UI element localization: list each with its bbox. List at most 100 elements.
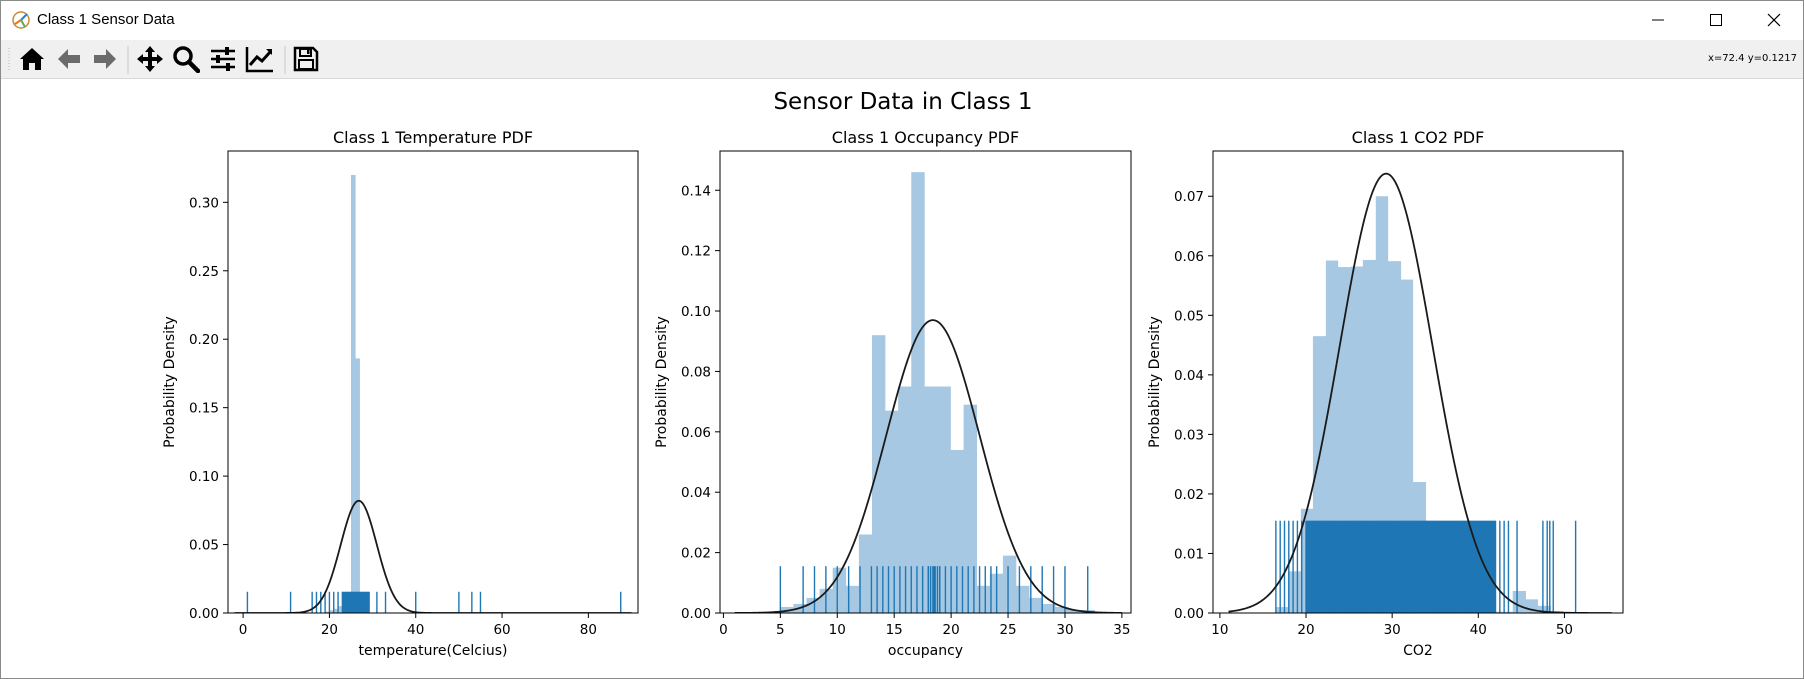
toolbar-separator: [127, 46, 129, 74]
y-tick-label: 0.06: [1174, 249, 1204, 265]
maximize-button[interactable]: [1687, 1, 1745, 39]
x-tick-label: 10: [829, 622, 846, 638]
y-tick-label: 0.10: [681, 304, 711, 320]
histogram-bar: [858, 534, 873, 613]
histogram-bar: [351, 174, 356, 613]
histogram-bar: [1016, 585, 1030, 613]
histogram-bar: [325, 611, 330, 613]
histogram-bar: [898, 386, 912, 613]
histogram-bar: [1375, 196, 1389, 613]
histogram-bar: [1042, 603, 1056, 613]
x-tick-label: 50: [1556, 622, 1573, 638]
x-tick-label: 40: [407, 622, 424, 638]
histogram-bar: [1287, 571, 1302, 613]
histogram-bar: [338, 606, 343, 613]
y-tick-label: 0.30: [189, 195, 219, 211]
y-tick-label: 0.25: [189, 264, 219, 280]
y-tick-label: 0.01: [1174, 546, 1204, 562]
title-bar[interactable]: Class 1 Sensor Data: [1, 1, 1803, 39]
pan-button[interactable]: [133, 43, 167, 75]
back-button[interactable]: [52, 43, 86, 75]
subplot-title: Class 1 Temperature PDF: [333, 128, 533, 147]
edit-axis-icon: [245, 47, 273, 73]
y-tick-label: 0.02: [681, 546, 711, 562]
y-tick-label: 0.04: [1174, 368, 1204, 384]
x-tick-label: 60: [493, 622, 510, 638]
navigation-toolbar: x=72.4 y=0.1217: [1, 40, 1803, 79]
y-axis-label: Probability Density: [162, 316, 178, 448]
y-tick-label: 0.04: [681, 485, 711, 501]
histogram-bar: [924, 386, 938, 613]
subplots: 0 20 40 60 80 0.00 0.05 0.10 0.15 0.20 0.25 0.30 Cla…: [162, 128, 1624, 659]
y-tick-label: 0.05: [189, 538, 219, 554]
toolbar-grip: [8, 48, 10, 72]
x-tick-label: 25: [999, 622, 1016, 638]
x-tick-label: 20: [321, 622, 338, 638]
x-tick-label: 10: [1211, 622, 1228, 638]
minimize-icon: [1652, 19, 1664, 21]
figure-canvas: Sensor Data in Class 1 0 20 40 60 80 0.00 0.05…: [162, 89, 1624, 659]
histogram-bar: [845, 585, 860, 613]
toolbar-separator: [284, 46, 286, 74]
save-button[interactable]: [289, 43, 323, 75]
x-tick-label: 15: [886, 622, 903, 638]
app-icon: [12, 11, 30, 29]
histogram-bar: [1537, 605, 1551, 613]
rug: [779, 566, 1089, 613]
pdf-curve: [1228, 172, 1612, 613]
axes-frame: [227, 150, 639, 614]
zoom-icon: [173, 46, 200, 73]
y-tick-label: 0.00: [189, 606, 219, 622]
close-button[interactable]: [1745, 1, 1803, 39]
histogram-bar: [355, 358, 360, 613]
y-tick-label: 0.08: [681, 364, 711, 380]
histogram-bar: [1512, 590, 1526, 613]
x-tick-label: 0: [239, 622, 248, 638]
edit-axis-button[interactable]: [243, 43, 277, 75]
pan-icon: [137, 46, 163, 72]
histogram-bar: [1055, 606, 1069, 613]
histogram-bar: [1002, 555, 1017, 613]
subplot-title: Class 1 CO2 PDF: [1352, 128, 1485, 147]
x-axis-label: occupancy: [888, 643, 963, 659]
pdf-curve: [734, 319, 1122, 613]
subplot-3: 10 20 30 40 50 0.00 0.01 0.02 0.03 0.04 0.05 0.06 0.…: [1147, 128, 1624, 659]
x-tick-label: 35: [1113, 622, 1130, 638]
histogram-bar: [976, 585, 991, 613]
y-tick-label: 0.12: [681, 244, 711, 260]
y-tick-label: 0.00: [681, 606, 711, 622]
axes-frame: [719, 150, 1132, 614]
zoom-button[interactable]: [169, 43, 203, 75]
save-icon: [293, 46, 319, 72]
close-icon: [1767, 13, 1781, 27]
x-tick-label: 5: [776, 622, 785, 638]
plot-area: [234, 174, 632, 613]
subplot-title: Class 1 Occupancy PDF: [832, 128, 1019, 147]
x-axis-label: CO2: [1403, 643, 1433, 659]
y-tick-label: 0.00: [1174, 606, 1204, 622]
histogram-bar: [937, 386, 951, 613]
histogram-bar: [871, 335, 886, 613]
home-icon: [20, 48, 44, 70]
y-tick-label: 0.15: [189, 401, 219, 417]
histogram-bar: [1068, 609, 1082, 613]
x-axis-label: temperature(Celcius): [359, 643, 508, 659]
configure-subplots-button[interactable]: [206, 43, 240, 75]
forward-button[interactable]: [88, 43, 122, 75]
forward-arrow-icon: [94, 49, 116, 69]
home-button[interactable]: [15, 43, 49, 75]
y-tick-label: 0.20: [189, 332, 219, 348]
histogram-bar: [806, 597, 820, 613]
histogram-bar: [329, 610, 335, 613]
y-tick-label: 0.07: [1174, 189, 1204, 205]
histogram-bar: [333, 608, 339, 613]
subplot-2: 0 5 10 15 20 25 30 35 0.00 0.02 0.04 0.06 0.08 0.10 0.…: [654, 128, 1132, 659]
minimize-button[interactable]: [1629, 1, 1687, 39]
figure-suptitle: Sensor Data in Class 1: [773, 89, 1032, 115]
x-tick-label: 20: [943, 622, 960, 638]
rug: [1275, 520, 1577, 613]
x-tick-label: 0: [719, 622, 728, 638]
y-tick-label: 0.05: [1174, 308, 1204, 324]
axes-frame: [1212, 150, 1624, 614]
